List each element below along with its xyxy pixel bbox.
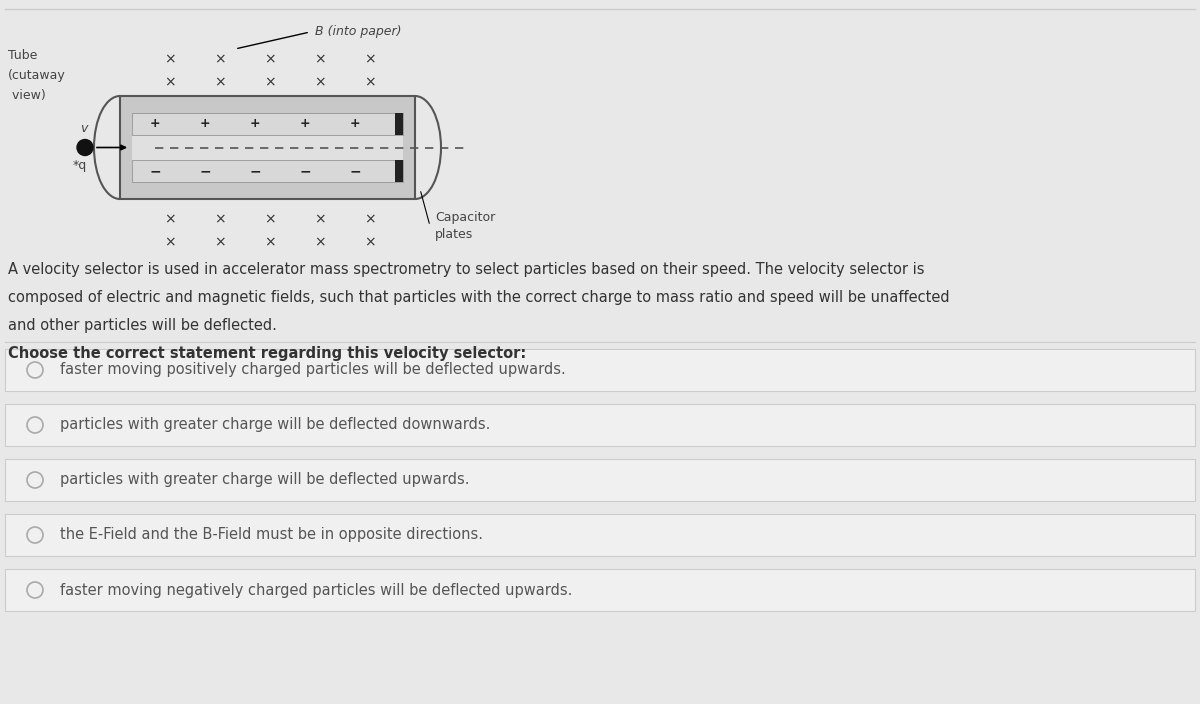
Text: A velocity selector is used in accelerator mass spectrometry to select particles: A velocity selector is used in accelerat… [8, 262, 924, 277]
Text: ×: × [264, 212, 276, 226]
Text: the E-Field and the B-Field must be in opposite directions.: the E-Field and the B-Field must be in o… [60, 527, 482, 543]
Text: v: v [80, 122, 88, 135]
Text: *q: *q [73, 160, 88, 172]
Text: ×: × [164, 75, 176, 89]
Text: ×: × [264, 52, 276, 66]
Text: +: + [199, 118, 210, 130]
Text: −: − [250, 164, 260, 178]
Circle shape [77, 139, 94, 156]
Text: −: − [349, 164, 361, 178]
Text: view): view) [8, 89, 46, 102]
FancyBboxPatch shape [5, 514, 1195, 556]
Text: and other particles will be deflected.: and other particles will be deflected. [8, 318, 277, 333]
Text: ×: × [164, 52, 176, 66]
FancyBboxPatch shape [132, 113, 403, 135]
FancyBboxPatch shape [5, 349, 1195, 391]
FancyBboxPatch shape [5, 404, 1195, 446]
FancyBboxPatch shape [5, 569, 1195, 611]
Text: ×: × [214, 75, 226, 89]
Text: Capacitor
plates: Capacitor plates [434, 211, 496, 241]
Text: ×: × [214, 212, 226, 226]
Text: composed of electric and magnetic fields, such that particles with the correct c: composed of electric and magnetic fields… [8, 290, 949, 305]
Text: B (into paper): B (into paper) [314, 25, 402, 39]
Text: +: + [349, 118, 360, 130]
Text: ×: × [364, 235, 376, 249]
Text: faster moving positively charged particles will be deflected upwards.: faster moving positively charged particl… [60, 363, 565, 377]
Text: ×: × [314, 75, 326, 89]
Text: −: − [199, 164, 211, 178]
FancyBboxPatch shape [132, 126, 403, 169]
Text: ×: × [214, 52, 226, 66]
FancyBboxPatch shape [395, 113, 403, 135]
Text: ×: × [164, 235, 176, 249]
Text: +: + [150, 118, 161, 130]
Text: Choose the correct statement regarding this velocity selector:: Choose the correct statement regarding t… [8, 346, 527, 361]
Text: ×: × [264, 75, 276, 89]
Text: ×: × [214, 235, 226, 249]
Text: particles with greater charge will be deflected downwards.: particles with greater charge will be de… [60, 417, 491, 432]
Text: ×: × [364, 75, 376, 89]
FancyBboxPatch shape [5, 459, 1195, 501]
Text: +: + [300, 118, 311, 130]
Text: Tube: Tube [8, 49, 37, 62]
Text: +: + [250, 118, 260, 130]
Text: −: − [149, 164, 161, 178]
FancyBboxPatch shape [132, 160, 403, 182]
Text: particles with greater charge will be deflected upwards.: particles with greater charge will be de… [60, 472, 469, 487]
Text: ×: × [314, 212, 326, 226]
Text: ×: × [314, 235, 326, 249]
FancyBboxPatch shape [395, 160, 403, 182]
Text: ×: × [164, 212, 176, 226]
Text: −: − [299, 164, 311, 178]
Text: faster moving negatively charged particles will be deflected upwards.: faster moving negatively charged particl… [60, 582, 572, 598]
Text: ×: × [264, 235, 276, 249]
Text: ×: × [364, 212, 376, 226]
Text: (cutaway: (cutaway [8, 69, 66, 82]
Text: ×: × [364, 52, 376, 66]
FancyBboxPatch shape [120, 96, 415, 199]
Text: ×: × [314, 52, 326, 66]
